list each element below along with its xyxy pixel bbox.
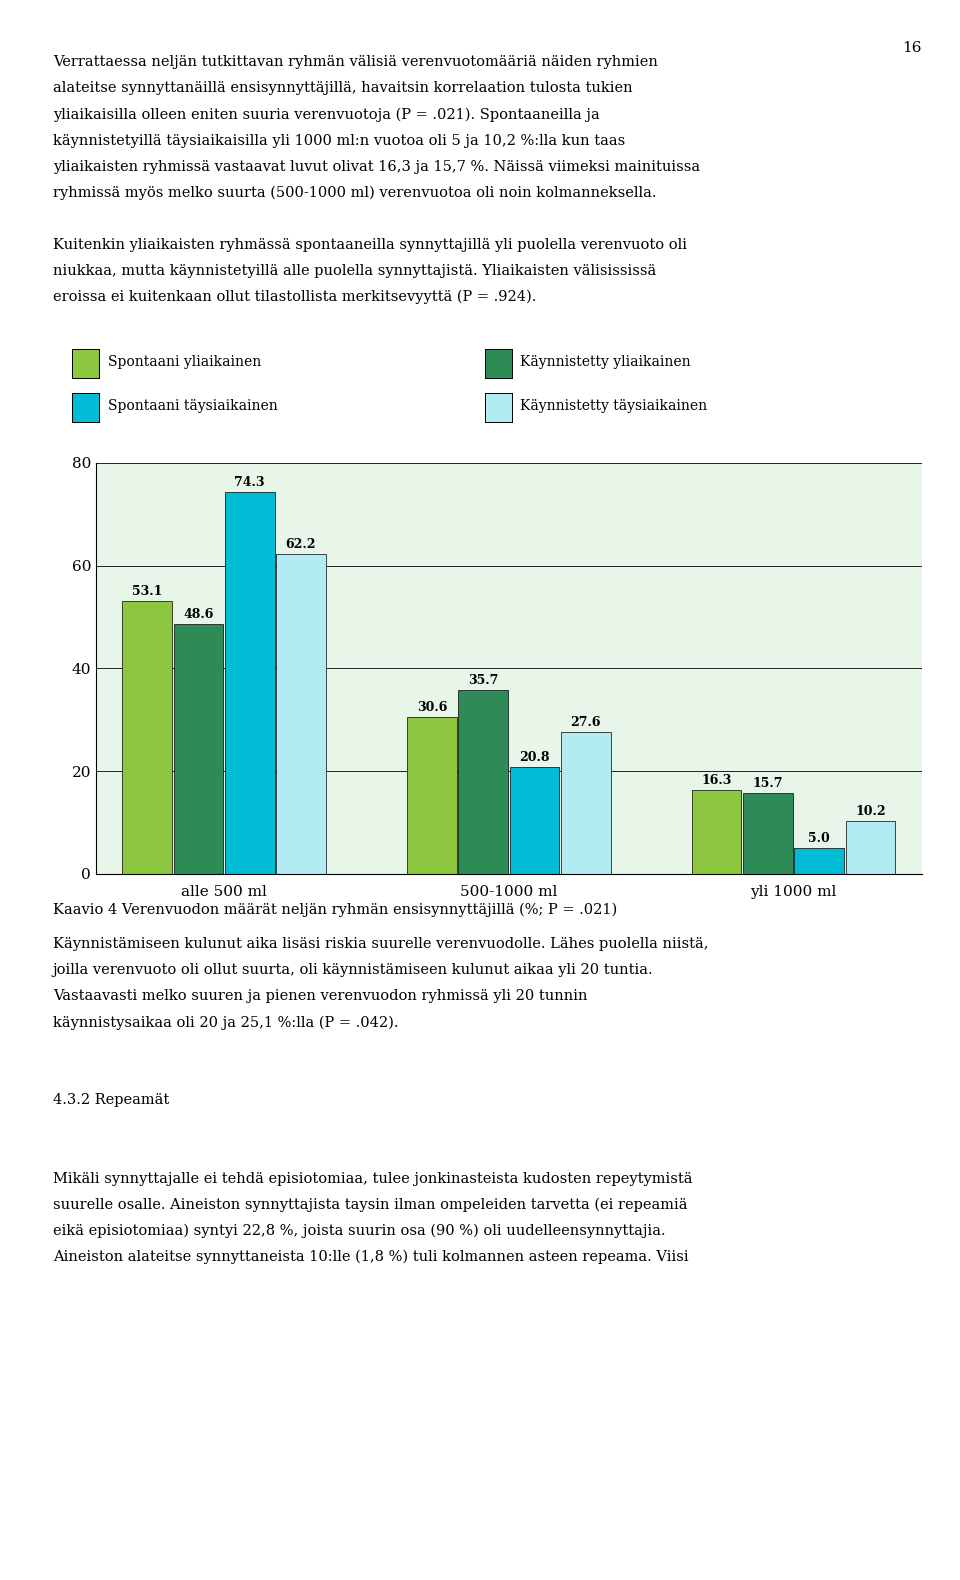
Bar [458,690,508,874]
Text: Mikäli synnyttajalle ei tehdä episiotomiaa, tulee jonkinasteista kudosten repeyt: Mikäli synnyttajalle ei tehdä episiotomi… [53,1172,692,1185]
Bar [510,766,560,874]
Text: Verrattaessa neljän tutkittavan ryhmän välisiä verenvuotomääriä näiden ryhmien: Verrattaessa neljän tutkittavan ryhmän v… [53,55,658,70]
Bar [122,600,172,874]
Text: 35.7: 35.7 [468,675,498,687]
Text: Kaavio 4 Verenvuodon määrät neljän ryhmän ensisynnyttäjillä (%; P = .021): Kaavio 4 Verenvuodon määrät neljän ryhmä… [53,902,617,916]
Text: yliaikaisten ryhmissä vastaavat luvut olivat 16,3 ja 15,7 %. Näissä viimeksi mai: yliaikaisten ryhmissä vastaavat luvut ol… [53,160,700,174]
Text: 15.7: 15.7 [753,777,783,790]
Text: Spontaani täysiaikainen: Spontaani täysiaikainen [108,400,277,412]
Text: 16.3: 16.3 [702,774,732,787]
Bar [561,732,611,874]
Text: 74.3: 74.3 [234,476,265,490]
Text: joilla verenvuoto oli ollut suurta, oli käynnistämiseen kulunut aikaa yli 20 tun: joilla verenvuoto oli ollut suurta, oli … [53,964,654,976]
Text: Spontaani yliaikainen: Spontaani yliaikainen [108,356,261,368]
Text: niukkaa, mutta käynnistetyillä alle puolella synnyttajistä. Yliaikaisten välisis: niukkaa, mutta käynnistetyillä alle puol… [53,264,656,278]
Text: 4.3.2 Repeamät: 4.3.2 Repeamät [53,1093,169,1108]
Text: 16: 16 [902,41,922,55]
Bar [174,624,224,874]
Text: 30.6: 30.6 [417,700,447,714]
Text: 53.1: 53.1 [132,585,162,597]
Text: suurelle osalle. Aineiston synnyttajista taysin ilman ompeleiden tarvetta (ei re: suurelle osalle. Aineiston synnyttajista… [53,1198,687,1212]
Bar [407,717,457,874]
Text: 62.2: 62.2 [286,539,316,551]
Text: eikä episiotomiaa) syntyi 22,8 %, joista suurin osa (90 %) oli uudelleensynnytta: eikä episiotomiaa) syntyi 22,8 %, joista… [53,1224,665,1239]
Bar [225,493,275,874]
Text: alateitse synnyttanäillä ensisynnyttäjillä, havaitsin korrelaation tulosta tukie: alateitse synnyttanäillä ensisynnyttäjil… [53,81,633,95]
Text: eroissa ei kuitenkaan ollut tilastollista merkitsevyyttä (P = .924).: eroissa ei kuitenkaan ollut tilastollist… [53,291,537,305]
Bar [276,555,325,874]
Bar [692,790,741,874]
Text: ryhmissä myös melko suurta (500-1000 ml) verenvuotoa oli noin kolmanneksella.: ryhmissä myös melko suurta (500-1000 ml)… [53,186,657,201]
Text: 5.0: 5.0 [808,833,830,845]
Text: yliaikaisilla olleen eniten suuria verenvuotoja (P = .021). Spontaaneilla ja: yliaikaisilla olleen eniten suuria veren… [53,107,600,122]
Text: 48.6: 48.6 [183,608,214,621]
Text: Käynnistetty täysiaikainen: Käynnistetty täysiaikainen [520,400,708,412]
Bar [846,822,896,874]
Text: Aineiston alateitse synnyttaneista 10:lle (1,8 %) tuli kolmannen asteen repeama.: Aineiston alateitse synnyttaneista 10:ll… [53,1250,688,1264]
Text: 20.8: 20.8 [519,750,550,763]
Text: Kuitenkin yliaikaisten ryhmässä spontaaneilla synnyttajillä yli puolella verenvu: Kuitenkin yliaikaisten ryhmässä spontaan… [53,239,686,251]
Text: 27.6: 27.6 [570,716,601,728]
Text: käynnistetyillä täysiaikaisilla yli 1000 ml:n vuotoa oli 5 ja 10,2 %:lla kun taa: käynnistetyillä täysiaikaisilla yli 1000… [53,134,625,147]
Bar [743,793,793,874]
Text: 10.2: 10.2 [855,806,886,818]
Text: Käynnistetty yliaikainen: Käynnistetty yliaikainen [520,356,691,368]
Text: käynnistysaikaa oli 20 ja 25,1 %:lla (P = .042).: käynnistysaikaa oli 20 ja 25,1 %:lla (P … [53,1016,398,1030]
Text: Käynnistämiseen kulunut aika lisäsi riskia suurelle verenvuodolle. Lähes puolell: Käynnistämiseen kulunut aika lisäsi risk… [53,937,708,951]
Text: Vastaavasti melko suuren ja pienen verenvuodon ryhmissä yli 20 tunnin: Vastaavasti melko suuren ja pienen veren… [53,989,588,1003]
Bar [794,848,844,874]
